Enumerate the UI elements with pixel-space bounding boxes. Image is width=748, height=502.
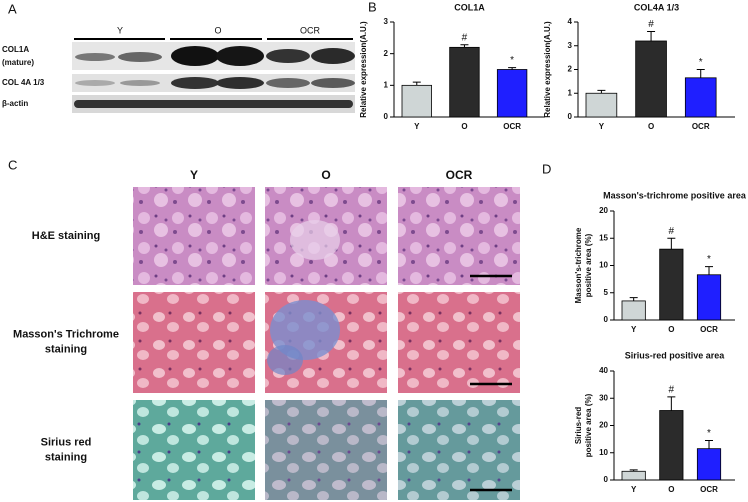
- blot-group-label: O: [214, 25, 221, 35]
- y-tick-label: 0: [604, 475, 609, 484]
- blot-group-label: Y: [117, 25, 123, 35]
- x-tick-label: O: [668, 485, 674, 494]
- y-tick-label: 0: [568, 112, 573, 121]
- chart-title: COL4A 1/3: [634, 2, 679, 12]
- y-tick-label: 10: [599, 448, 608, 457]
- bar: [585, 92, 618, 118]
- y-axis-label: positive area (%): [584, 233, 593, 297]
- error-bar: [667, 237, 676, 250]
- y-tick-label: 0: [384, 112, 389, 121]
- y-tick-label: 5: [604, 288, 609, 297]
- row-label: staining: [45, 343, 87, 355]
- y-tick-label: 1: [568, 88, 573, 97]
- error-bar: [705, 439, 714, 449]
- x-tick-label: O: [648, 122, 654, 131]
- bar: [659, 248, 684, 321]
- chart-title: Sirius-red positive area: [625, 350, 726, 360]
- blot-group-label: OCR: [300, 25, 321, 35]
- y-axis-label: Relative expression(A.U.): [543, 21, 552, 118]
- y-tick-label: 20: [599, 421, 608, 430]
- column-header: O: [321, 168, 330, 182]
- error-bar: [629, 297, 638, 301]
- y-tick-label: 20: [599, 206, 608, 215]
- error-bar: [667, 396, 676, 411]
- y-axis-label: Relative expression(A.U.): [359, 21, 368, 118]
- blot-row-label: (mature): [2, 58, 34, 67]
- x-tick-label: Y: [631, 325, 637, 334]
- y-tick-label: 3: [568, 41, 573, 50]
- error-bar: [647, 31, 656, 41]
- column-header: OCR: [446, 168, 473, 182]
- bar: [635, 40, 667, 118]
- bar: [696, 448, 722, 481]
- bar: [696, 274, 722, 321]
- blot-row-label: COL1A: [2, 45, 29, 54]
- annotation: *: [699, 57, 703, 68]
- x-tick-label: OCR: [700, 485, 718, 494]
- panel-label: C: [8, 157, 17, 172]
- x-tick-label: O: [461, 122, 467, 131]
- y-tick-label: 15: [599, 233, 608, 242]
- y-tick-label: 10: [599, 261, 608, 270]
- annotation: *: [707, 428, 711, 439]
- chart-title: Masson's-trichrome positive area: [603, 190, 747, 200]
- x-tick-label: Y: [414, 122, 420, 131]
- y-tick-label: 3: [384, 17, 389, 26]
- blot-row-label: COL 4A 1/3: [2, 78, 45, 87]
- blot-image: [72, 38, 355, 113]
- y-tick-label: 4: [568, 17, 573, 26]
- row-label: H&E staining: [32, 230, 100, 242]
- annotation: #: [669, 385, 675, 396]
- x-tick-label: OCR: [692, 122, 710, 131]
- bar: [621, 470, 646, 481]
- histology-images: [133, 187, 520, 500]
- panel-label: D: [542, 161, 551, 176]
- y-tick-label: 2: [384, 49, 389, 58]
- error-bar: [629, 469, 638, 472]
- y-tick-label: 40: [599, 366, 608, 375]
- y-tick-label: 30: [599, 393, 608, 402]
- y-axis-label: positive area (%): [584, 393, 593, 457]
- row-label: Sirius red: [41, 436, 92, 448]
- error-bar: [508, 67, 517, 70]
- y-tick-label: 1: [384, 80, 389, 89]
- y-tick-label: 0: [604, 315, 609, 324]
- x-tick-label: Y: [631, 485, 637, 494]
- bar: [684, 77, 717, 118]
- x-tick-label: Y: [599, 122, 605, 131]
- y-axis-label: Masson's-trichrome: [574, 227, 583, 303]
- bar: [621, 300, 646, 321]
- bar: [449, 46, 480, 118]
- chart-title: COL1A: [454, 2, 485, 12]
- y-tick-label: 2: [568, 65, 573, 74]
- annotation: *: [707, 254, 711, 265]
- bar: [401, 84, 432, 118]
- bar: [659, 410, 684, 481]
- x-tick-label: O: [668, 325, 674, 334]
- x-tick-label: OCR: [700, 325, 718, 334]
- annotation: *: [510, 55, 514, 66]
- error-bar: [705, 266, 714, 275]
- bar: [496, 69, 528, 118]
- panel-label: B: [368, 0, 377, 14]
- row-label: Masson's Trichrome: [13, 328, 119, 340]
- annotation: #: [669, 226, 675, 237]
- error-bar: [460, 44, 469, 48]
- x-tick-label: OCR: [503, 122, 521, 131]
- y-axis-label: Sirius-red: [574, 407, 583, 444]
- row-label: staining: [45, 451, 87, 463]
- annotation: #: [648, 19, 654, 30]
- annotation: #: [462, 32, 468, 43]
- blot-row-label: β-actin: [2, 99, 28, 108]
- error-bar: [696, 69, 705, 78]
- error-bar: [412, 81, 421, 86]
- error-bar: [597, 89, 606, 94]
- panel-label: A: [8, 1, 17, 16]
- column-header: Y: [190, 168, 198, 182]
